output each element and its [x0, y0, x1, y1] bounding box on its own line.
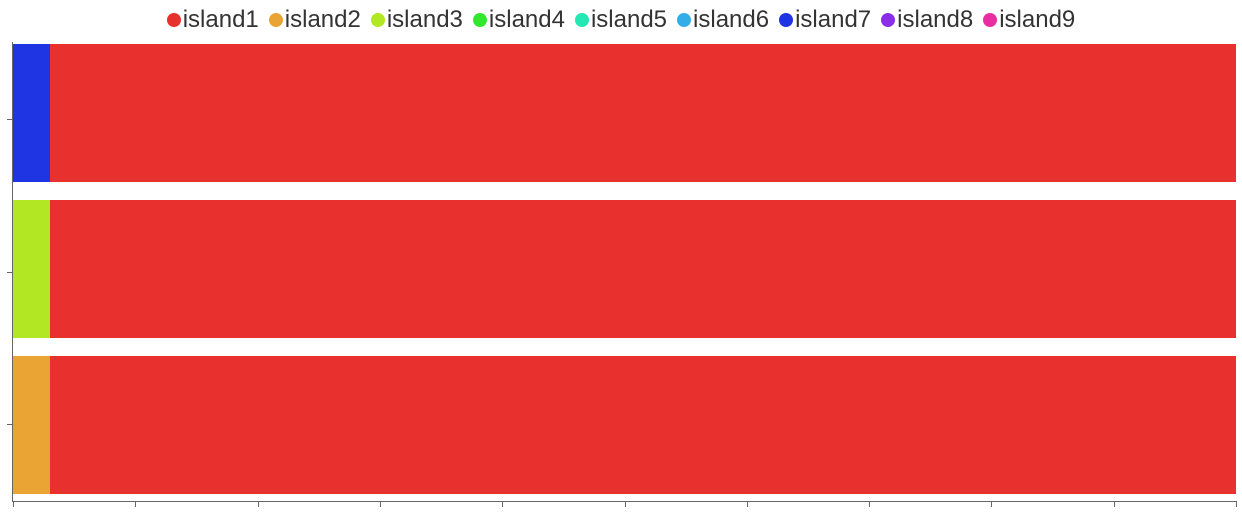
x-axis-tick: [625, 501, 626, 507]
legend-item-island4: island4: [473, 6, 565, 34]
x-axis-tick: [747, 501, 748, 507]
legend-label: island3: [387, 6, 463, 34]
legend-dot-icon: [983, 13, 997, 27]
legend-item-island3: island3: [371, 6, 463, 34]
bar-segment-island7: [13, 44, 50, 182]
legend-dot-icon: [371, 13, 385, 27]
legend-item-island1: island1: [167, 6, 259, 34]
legend-label: island1: [183, 6, 259, 34]
bar-segment-island3: [13, 200, 50, 338]
x-axis-tick: [1236, 501, 1237, 507]
x-axis-tick: [135, 501, 136, 507]
legend-label: island8: [897, 6, 973, 34]
x-axis-tick: [502, 501, 503, 507]
x-axis-tick: [380, 501, 381, 507]
legend-item-island5: island5: [575, 6, 667, 34]
legend-label: island9: [999, 6, 1075, 34]
chart-legend: island1 island2 island3 island4 island5 islan…: [0, 0, 1242, 40]
bar-segment-island1: [50, 200, 1236, 338]
x-axis-tick: [1114, 501, 1115, 507]
legend-dot-icon: [575, 13, 589, 27]
x-axis-tick: [258, 501, 259, 507]
bar-segment-island2: [13, 356, 50, 494]
legend-dot-icon: [881, 13, 895, 27]
legend-label: island4: [489, 6, 565, 34]
chart-plot-area: [12, 42, 1236, 502]
x-axis-tick: [869, 501, 870, 507]
stacked-bar-chart: island1 island2 island3 island4 island5 islan…: [0, 0, 1242, 516]
legend-dot-icon: [167, 13, 181, 27]
legend-item-island7: island7: [779, 6, 871, 34]
legend-item-island8: island8: [881, 6, 973, 34]
bar-segment-island1: [50, 44, 1236, 182]
x-axis-tick: [13, 501, 14, 507]
legend-label: island7: [795, 6, 871, 34]
bar-row: [13, 200, 1236, 338]
legend-label: island2: [285, 6, 361, 34]
bar-row: [13, 356, 1236, 494]
bar-row: [13, 44, 1236, 182]
legend-dot-icon: [473, 13, 487, 27]
legend-item-island2: island2: [269, 6, 361, 34]
legend-label: island6: [693, 6, 769, 34]
legend-dot-icon: [677, 13, 691, 27]
legend-item-island9: island9: [983, 6, 1075, 34]
legend-label: island5: [591, 6, 667, 34]
legend-item-island6: island6: [677, 6, 769, 34]
legend-dot-icon: [269, 13, 283, 27]
bar-segment-island1: [50, 356, 1236, 494]
legend-dot-icon: [779, 13, 793, 27]
x-axis-tick: [991, 501, 992, 507]
